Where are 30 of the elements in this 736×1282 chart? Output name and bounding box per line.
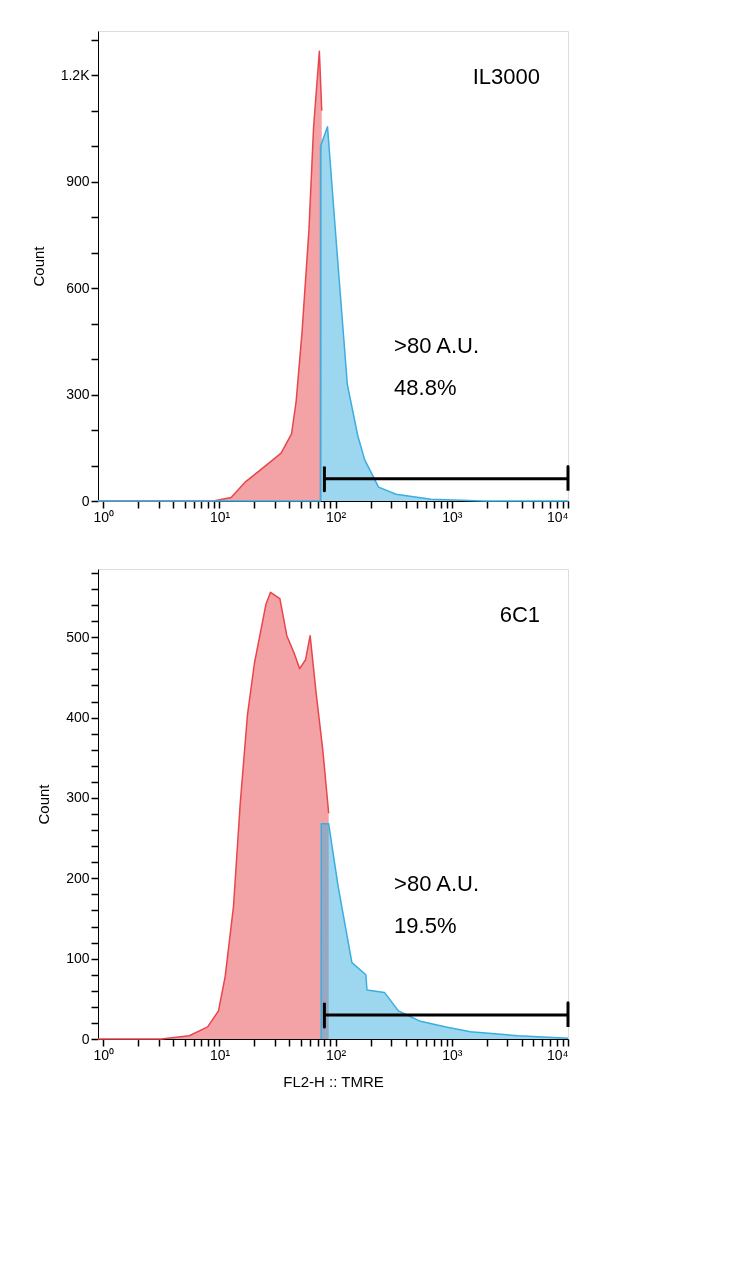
x-tick-label: 10³ xyxy=(442,1046,463,1063)
y-tick-label: 300 xyxy=(66,789,90,806)
annotation: IL3000 xyxy=(472,64,540,89)
x-tick-label: 10⁴ xyxy=(546,1046,569,1063)
annotation: >80 A.U. xyxy=(394,870,480,896)
x-tick-label: 10³ xyxy=(442,508,463,525)
annotation: 19.5% xyxy=(394,913,457,939)
y-tick-label: 100 xyxy=(66,950,90,967)
y-tick-label: 1.2K xyxy=(60,66,91,83)
y-tick-label: 600 xyxy=(66,279,90,296)
x-tick-label: 10¹ xyxy=(209,1046,231,1063)
x-tick-label: 10⁴ xyxy=(546,508,569,525)
x-tick-label: 10² xyxy=(326,1046,347,1063)
y-tick-label: 0 xyxy=(81,492,90,509)
y-tick-label: 200 xyxy=(66,869,90,886)
x-axis-title: FL2-H :: TMRE xyxy=(283,1072,384,1090)
annotation: 6C1 xyxy=(499,602,540,627)
y-axis-title: Count xyxy=(29,245,47,287)
y-tick-label: 0 xyxy=(81,1030,90,1047)
x-tick-label: 10⁰ xyxy=(93,1046,115,1063)
y-axis-title: Count xyxy=(35,783,53,825)
x-tick-label: 10² xyxy=(326,508,347,525)
y-tick-label: 900 xyxy=(66,173,90,190)
x-tick-label: 10¹ xyxy=(209,508,231,525)
y-tick-label: 500 xyxy=(66,628,90,645)
y-tick-label: 400 xyxy=(66,709,90,726)
y-tick-label: 300 xyxy=(66,386,90,403)
annotation: 48.8% xyxy=(394,375,457,401)
x-tick-label: 10⁰ xyxy=(93,508,115,525)
annotation: >80 A.U. xyxy=(394,332,480,358)
